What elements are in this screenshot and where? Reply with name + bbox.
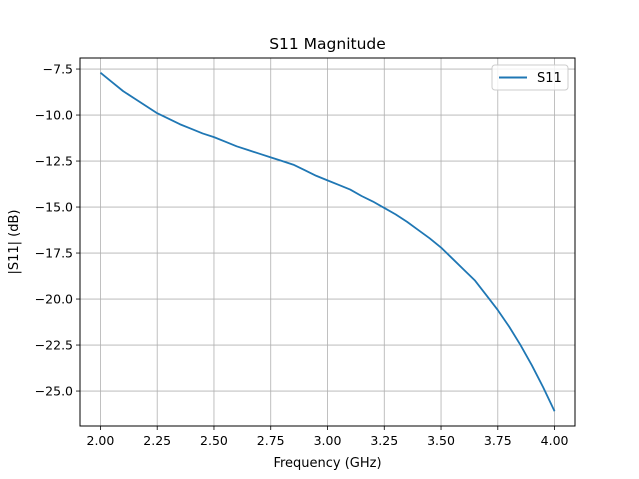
grid bbox=[80, 58, 575, 426]
x-axis-label: Frequency (GHz) bbox=[273, 456, 381, 471]
y-tick-label: −12.5 bbox=[35, 154, 73, 169]
x-tick-label: 2.25 bbox=[143, 433, 171, 448]
series-layer bbox=[99, 72, 556, 412]
y-tick-label: −15.0 bbox=[35, 200, 73, 215]
x-tick-label: 3.00 bbox=[314, 433, 342, 448]
series-line-s11 bbox=[99, 72, 556, 412]
x-tick-label: 2.50 bbox=[200, 433, 228, 448]
y-tick-label: −22.5 bbox=[35, 338, 73, 353]
y-tick-label: −10.0 bbox=[35, 108, 73, 123]
y-axis: −7.5 −10.0 −12.5 −15.0 −17.5 −20.0 −22.5 −25.0 bbox=[35, 62, 80, 399]
legend-label-s11: S11 bbox=[537, 71, 562, 86]
legend: S11 bbox=[491, 64, 569, 91]
chart-title: S11 Magnitude bbox=[269, 35, 386, 53]
x-tick-label: 3.75 bbox=[484, 433, 512, 448]
y-tick-label: −25.0 bbox=[35, 384, 73, 399]
y-tick-label: −17.5 bbox=[35, 246, 73, 261]
x-tick-label: 3.25 bbox=[370, 433, 398, 448]
x-axis: 2.00 2.25 2.50 2.75 3.00 3.25 3.50 3.75 4.00 bbox=[87, 426, 569, 448]
y-axis-label: |S11| (dB) bbox=[7, 210, 22, 275]
x-tick-label: 2.00 bbox=[87, 433, 115, 448]
legend-box bbox=[491, 64, 569, 91]
x-tick-label: 3.50 bbox=[427, 433, 455, 448]
x-tick-label: 2.75 bbox=[257, 433, 285, 448]
x-tick-label: 4.00 bbox=[541, 433, 569, 448]
y-tick-label: −20.0 bbox=[35, 292, 73, 307]
y-tick-label: −7.5 bbox=[43, 62, 73, 77]
